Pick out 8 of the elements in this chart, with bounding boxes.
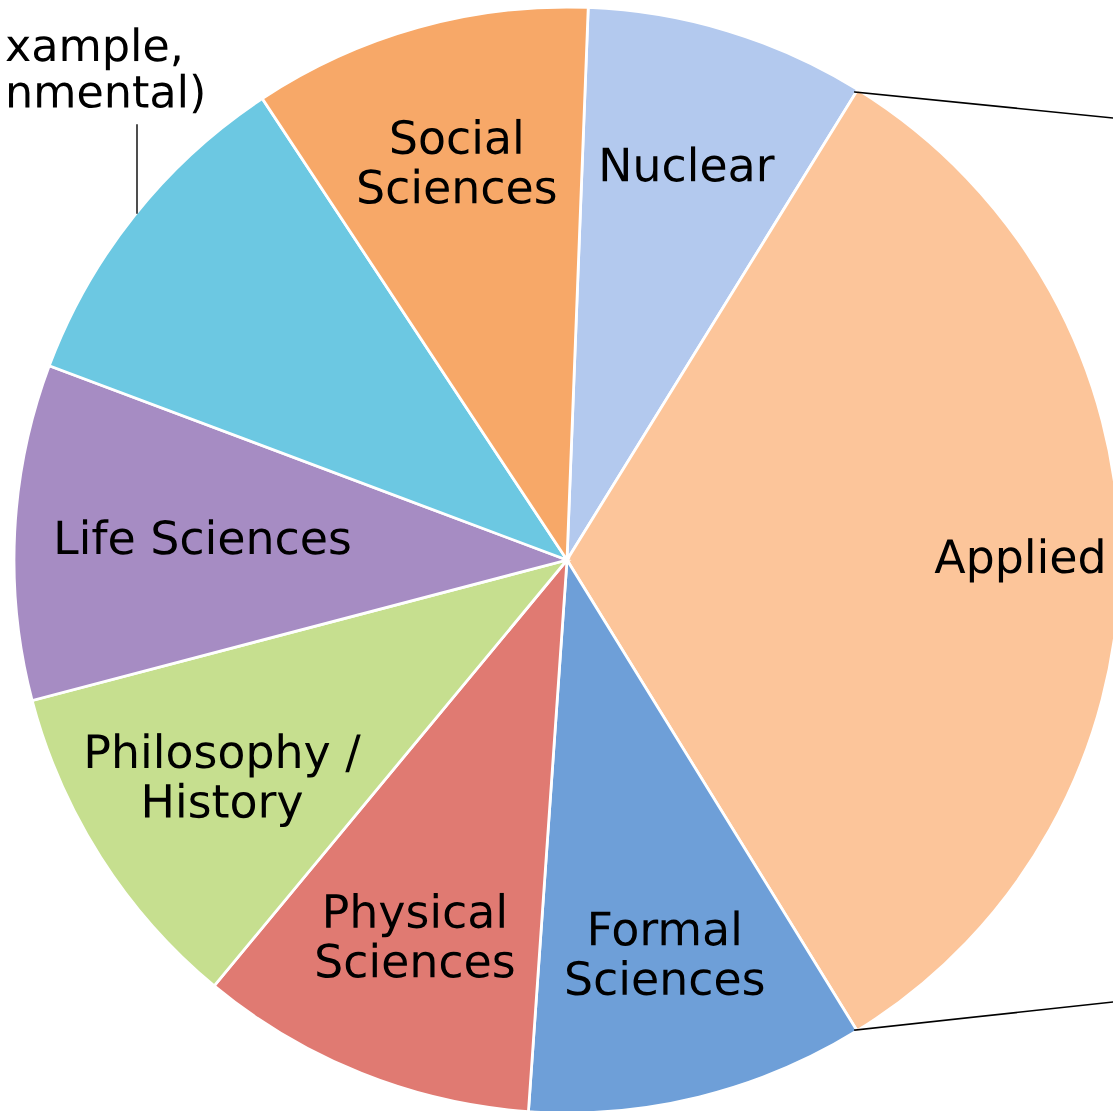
slice-label: Philosophy / History <box>87 733 361 828</box>
slice-label: Formal Sciences <box>566 910 764 996</box>
slice-label: Physical Sciences <box>317 892 514 978</box>
slice-label: xample, nmental) <box>6 27 203 114</box>
slice-label: Social Sciences <box>359 118 556 204</box>
slice-label: Life Sciences <box>57 519 350 555</box>
slice-label: Applied <box>934 538 1103 583</box>
slice-label: Nuclear <box>602 146 775 182</box>
